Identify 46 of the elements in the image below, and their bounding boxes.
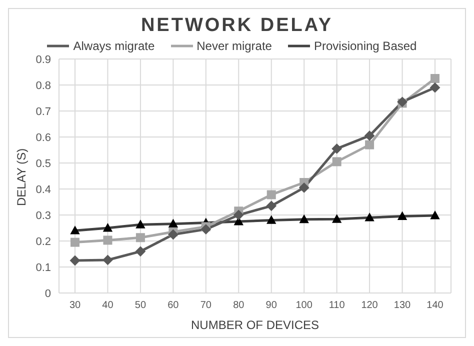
y-tick-label: 0.8 [36,80,51,92]
point [102,254,113,265]
point [136,233,145,242]
y-tick-label: 0.4 [36,184,51,196]
point [299,182,310,193]
y-tick-label: 0.2 [36,236,51,248]
y-tick-label: 0.5 [36,158,51,170]
x-tick-label: 130 [394,300,412,312]
x-tick-label: 100 [296,300,313,312]
point [266,200,276,211]
x-tick-label: 120 [361,300,378,312]
legend-label: Always migrate [73,39,155,53]
point [103,236,112,245]
y-axis-title: DELAY (S) [14,148,28,206]
y-tick-label: 0 [44,288,51,300]
legend-label: Provisioning Based [314,39,417,53]
point [266,190,276,200]
x-tick-label: 140 [426,300,444,312]
point [168,230,178,240]
point [234,210,244,220]
x-tick-label: 90 [266,300,278,312]
x-axis-title: NUMBER OF DEVICES [190,318,320,332]
x-tick-label: 50 [134,300,146,312]
x-tick-label: 30 [69,300,81,312]
point [200,224,211,234]
y-tick-label: 0.1 [36,262,51,274]
x-tick-label: 60 [168,300,180,312]
x-tick-label: 40 [102,300,114,312]
y-tick-label: 0.3 [36,210,51,222]
x-tick-label: 110 [328,300,346,312]
x-tick-label: 80 [233,300,245,312]
point [430,74,440,83]
point [332,144,342,154]
x-tick-label: 70 [200,300,212,312]
point [365,140,374,150]
point [70,256,80,266]
legend-label: Never migrate [196,39,272,53]
chart-title: NETWORK DELAY [140,15,334,36]
y-tick-label: 0.6 [36,132,51,144]
point [364,130,375,141]
point [332,157,342,166]
y-tick-label: 0.9 [36,54,51,66]
point [70,238,80,247]
y-tick-label: 0.7 [36,106,51,118]
point [430,82,440,93]
point [135,246,146,256]
